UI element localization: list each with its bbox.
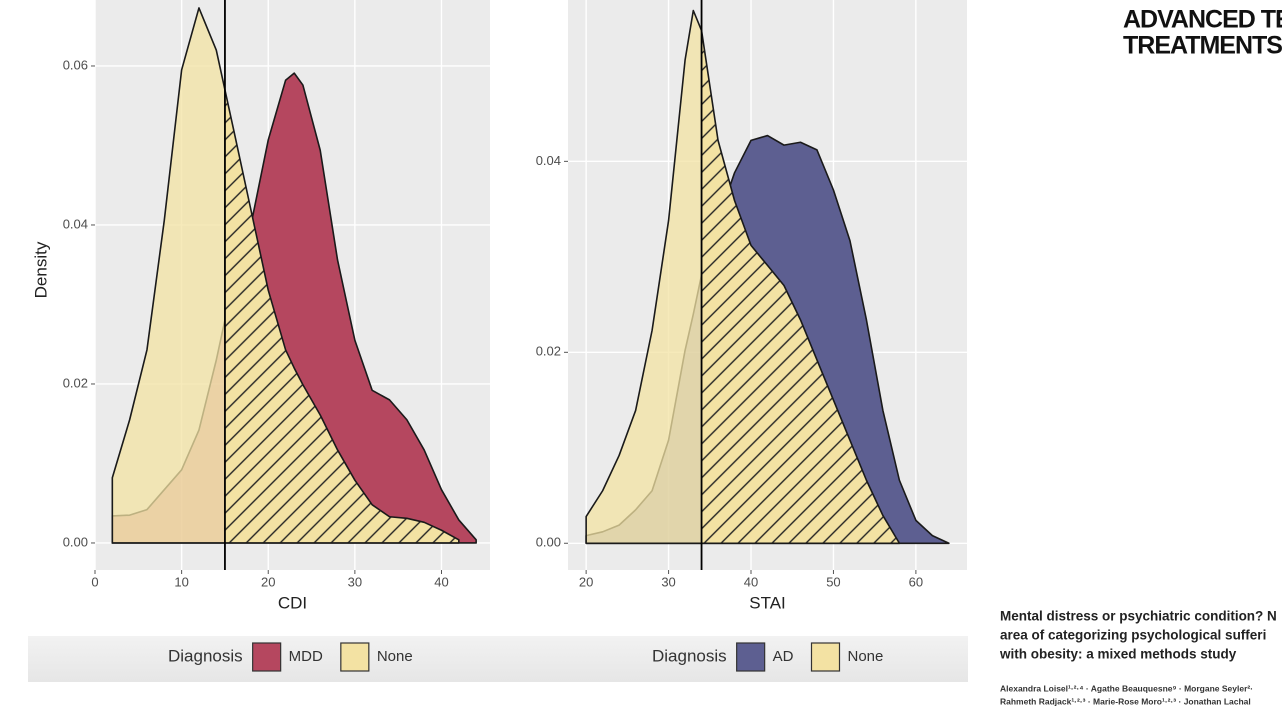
legend-title: Diagnosis (168, 646, 243, 665)
x-axis-title: STAI (749, 593, 786, 612)
slide-heading: ADVANCED TEC (1123, 6, 1282, 34)
density-area (111, 7, 460, 544)
legend-swatch (736, 642, 766, 672)
x-tick-label: 30 (661, 574, 675, 589)
legend-label: MDD (289, 648, 323, 665)
paper-title: Mental distress or psychiatric condition… (1000, 609, 1277, 624)
density-area (585, 9, 901, 545)
x-tick-label: 20 (579, 574, 593, 589)
x-tick-label: 40 (434, 574, 448, 589)
x-tick-label: 50 (826, 574, 840, 589)
y-axis-title: Density (31, 241, 50, 298)
legend-label: None (377, 648, 413, 665)
legend-label: None (848, 648, 884, 665)
legend-swatch (810, 642, 841, 672)
y-tick-label: 0.00 (536, 535, 561, 550)
x-axis-title: CDI (278, 593, 307, 612)
x-tick-label: 30 (348, 574, 362, 589)
y-tick-label: 0.00 (63, 534, 88, 549)
y-tick-label: 0.04 (63, 216, 88, 231)
x-tick-label: 20 (261, 574, 275, 589)
slide-heading: TREATMENTS I (1123, 32, 1282, 60)
legend-title: Diagnosis (652, 646, 727, 665)
legend-swatch (340, 642, 370, 672)
x-tick-label: 0 (91, 574, 98, 589)
legend-swatch (252, 642, 282, 672)
legend-label: AD (773, 648, 794, 665)
y-tick-label: 0.02 (536, 344, 561, 359)
paper-title: with obesity: a mixed methods study (999, 647, 1237, 662)
x-tick-label: 10 (174, 574, 188, 589)
authors: Rahmeth Radjack¹·²·³ · Marie-Rose Moro¹·… (1000, 696, 1251, 706)
y-tick-label: 0.04 (536, 153, 561, 168)
y-tick-label: 0.06 (63, 57, 88, 72)
x-tick-label: 40 (744, 574, 758, 589)
y-tick-label: 0.02 (63, 375, 88, 390)
x-tick-label: 60 (909, 574, 923, 589)
authors: Alexandra Loisel¹·²·⁴ · Agathe Beauquesn… (1000, 683, 1253, 693)
paper-title: area of categorizing psychological suffe… (1000, 628, 1266, 643)
